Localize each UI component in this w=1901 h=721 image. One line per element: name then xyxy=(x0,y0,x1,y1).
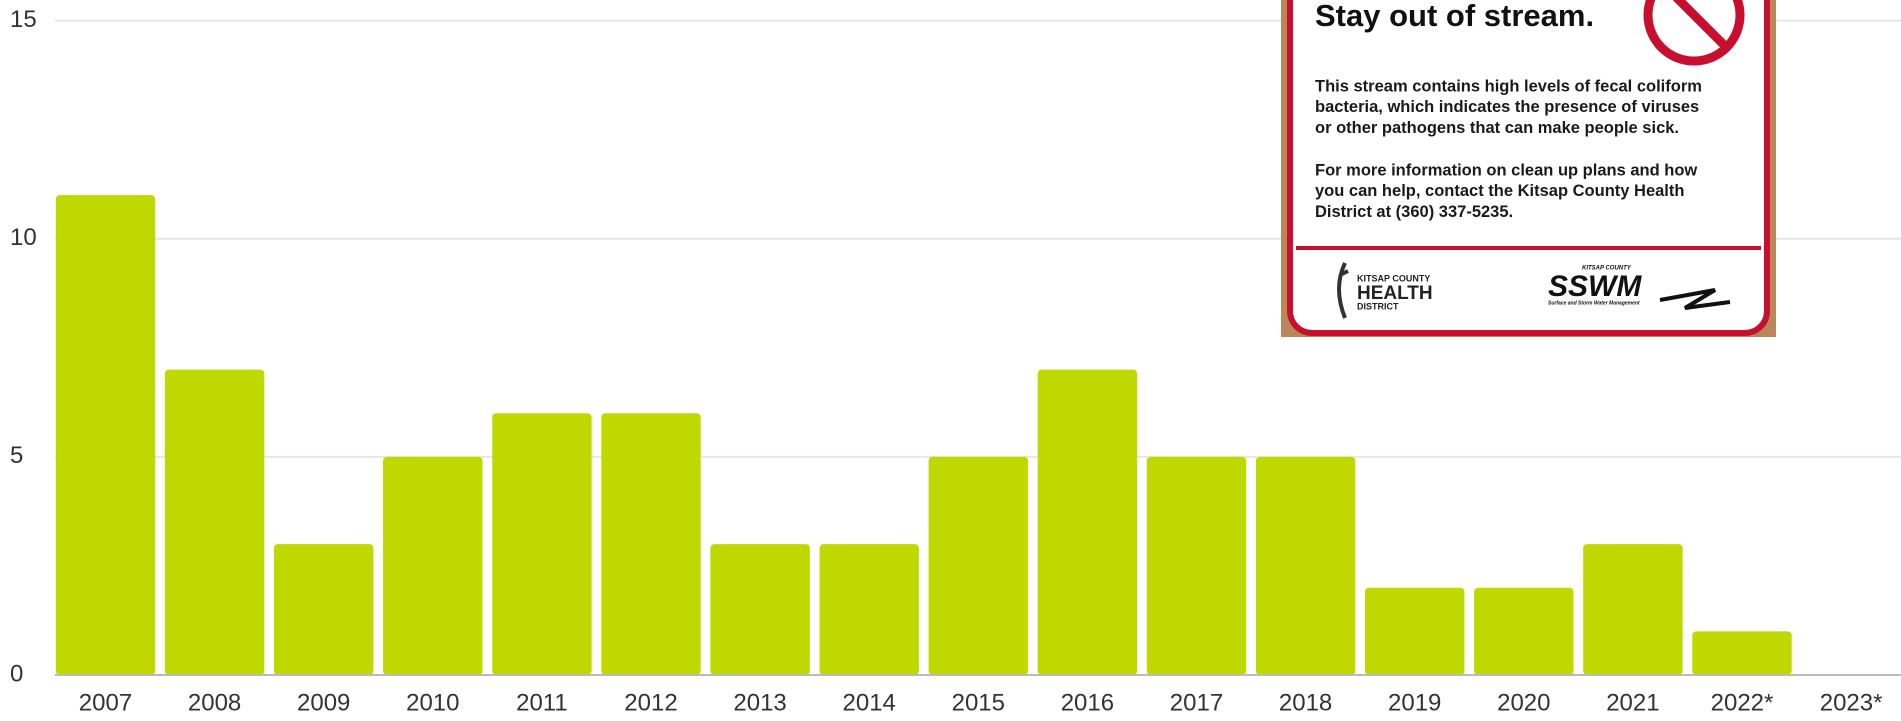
bar xyxy=(1474,588,1573,675)
y-tick-label: 10 xyxy=(10,224,37,251)
sign-text: For more information on clean up plans a… xyxy=(1315,161,1697,179)
x-tick-label: 2018 xyxy=(1279,689,1332,716)
logo-text: Surface and Storm Water Management xyxy=(1548,300,1640,306)
sign-text: District at (360) 337-5235. xyxy=(1315,203,1513,221)
x-tick-label: 2014 xyxy=(843,689,896,716)
x-tick-label: 2021 xyxy=(1606,689,1659,716)
bar xyxy=(820,544,919,675)
bar xyxy=(1583,544,1682,675)
bar xyxy=(56,195,155,675)
logo-text: SSWM xyxy=(1548,270,1642,303)
bar xyxy=(1147,457,1246,675)
logo-text: KITSAP COUNTY xyxy=(1357,273,1430,283)
y-tick-label: 5 xyxy=(10,442,23,469)
x-tick-label: 2023* xyxy=(1820,689,1883,716)
bar xyxy=(383,457,482,675)
sign-text: or other pathogens that can make people … xyxy=(1315,119,1679,137)
page: {"chart_data": {"type": "bar", "categori… xyxy=(0,0,1901,721)
y-tick-label: 15 xyxy=(10,6,37,33)
x-tick-label: 2015 xyxy=(952,689,1005,716)
bar xyxy=(929,457,1028,675)
sign-photo: Stay out of stream. This stream contains… xyxy=(1281,0,1776,337)
sign-title: Stay out of stream. xyxy=(1315,0,1594,33)
x-tick-label: 2011 xyxy=(516,689,568,716)
bar xyxy=(1256,457,1355,675)
sign-text: bacteria, which indicates the presence o… xyxy=(1315,98,1699,116)
x-tick-label: 2017 xyxy=(1170,689,1223,716)
x-tick-label: 2019 xyxy=(1388,689,1441,716)
bar xyxy=(1038,370,1137,675)
bar xyxy=(1365,588,1464,675)
chart: 0 5 10 15 2007 2008 2009 2010 2011 2012 2013 2014 20… xyxy=(0,0,1901,721)
y-tick-label: 0 xyxy=(10,660,23,687)
x-tick-label: 2020 xyxy=(1497,689,1550,716)
x-tick-label: 2010 xyxy=(406,689,459,716)
x-tick-label: 2012 xyxy=(624,689,677,716)
bar xyxy=(274,544,373,675)
bar xyxy=(492,413,591,675)
sign-text: This stream contains high levels of feca… xyxy=(1315,77,1702,95)
sign-text: you can help, contact the Kitsap County … xyxy=(1315,182,1684,200)
x-tick-label: 2009 xyxy=(297,689,350,716)
logo-text: DISTRICT xyxy=(1357,301,1399,311)
bar xyxy=(710,544,809,675)
x-tick-label: 2007 xyxy=(79,689,132,716)
bar xyxy=(1692,631,1791,675)
x-tick-label: 2013 xyxy=(733,689,786,716)
bar xyxy=(601,413,700,675)
x-tick-label: 2008 xyxy=(188,689,241,716)
x-tick-label: 2016 xyxy=(1061,689,1114,716)
x-tick-label: 2022* xyxy=(1711,689,1774,716)
bar xyxy=(165,370,264,675)
